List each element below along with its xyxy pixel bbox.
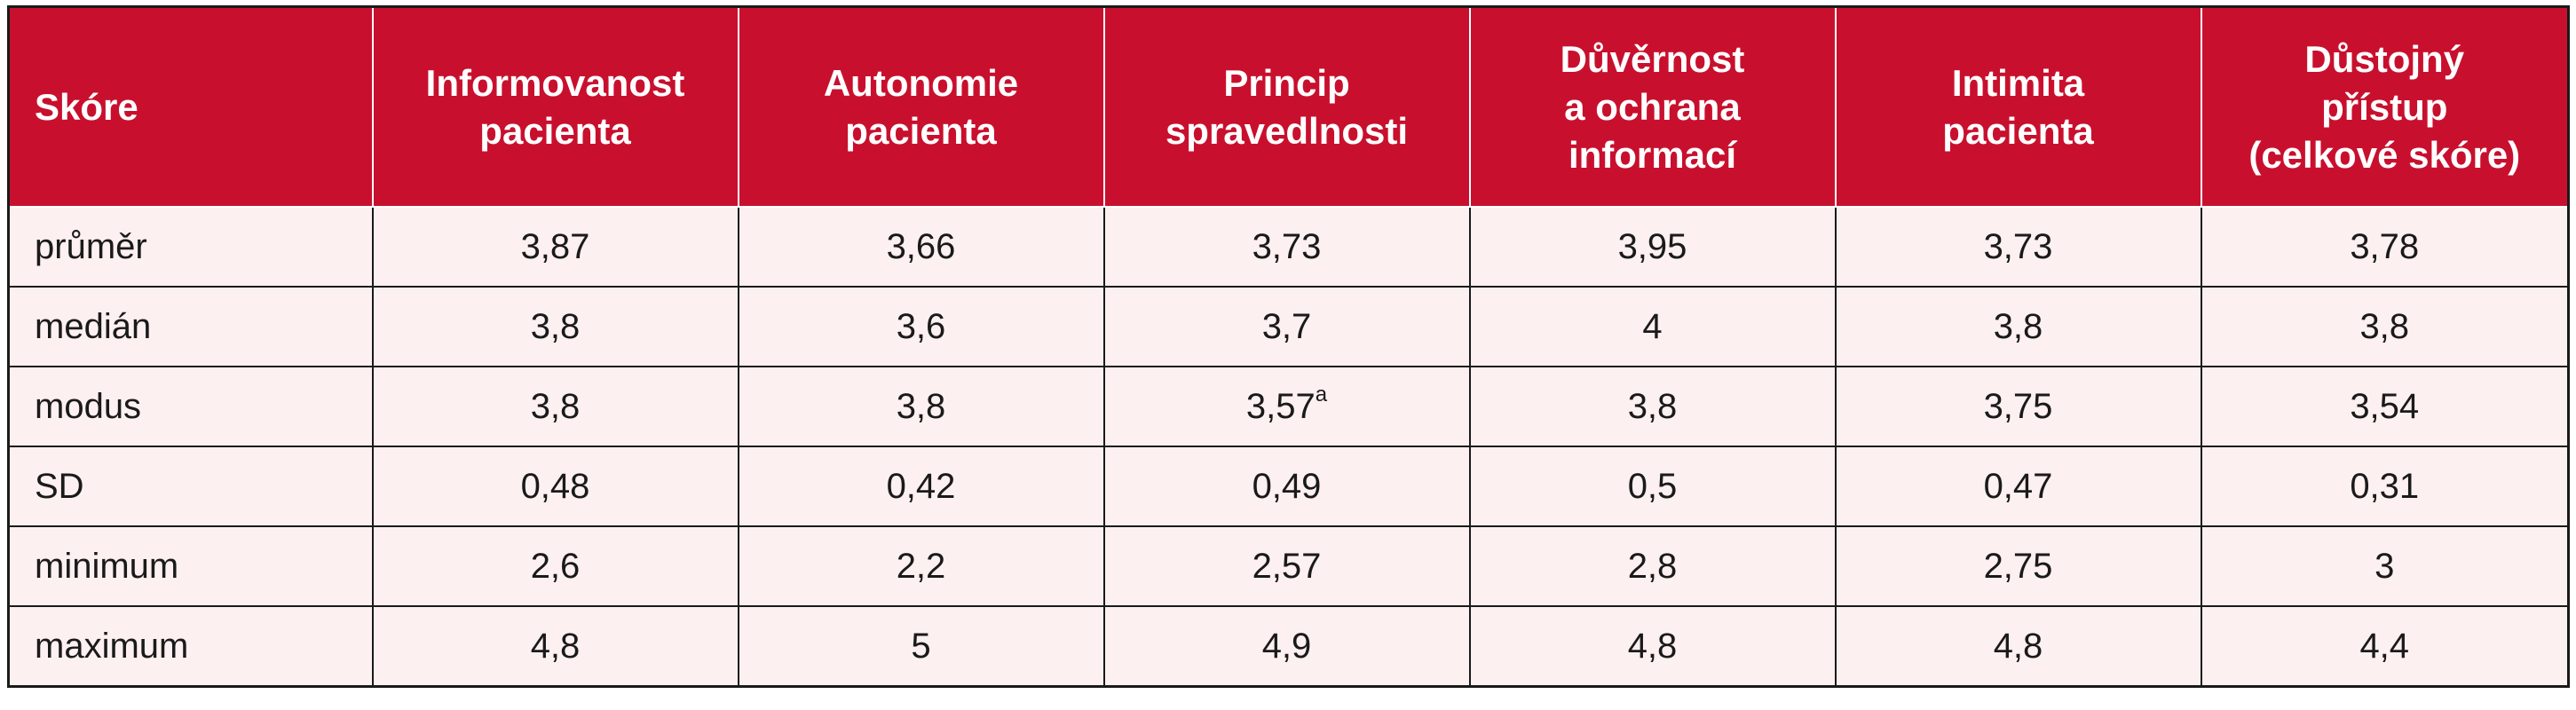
table-row: maximum 4,8 5 4,9 4,8 4,8 4,4: [7, 605, 2570, 688]
header-line: Intimita: [1951, 61, 2085, 104]
table-cell: 2,75: [1834, 525, 2202, 607]
header-score: Skóre: [7, 5, 374, 208]
header-line: přístup: [2321, 85, 2448, 128]
table-cell: 2,8: [1468, 525, 1837, 607]
table-cell: 3: [2200, 525, 2570, 607]
header-line: Důstojný: [2304, 37, 2465, 80]
table-cell: 3,8: [1468, 366, 1837, 447]
table-cell: 3,8: [371, 366, 739, 447]
table-cell: 3,66: [737, 206, 1105, 288]
header-line: pacienta: [479, 109, 631, 152]
table-row: modus 3,8 3,8 3,57a 3,8 3,75 3,54: [7, 366, 2570, 447]
table-row: SD 0,48 0,42 0,49 0,5 0,47 0,31: [7, 446, 2570, 527]
table-cell: 3,8: [737, 366, 1105, 447]
footnote-mark: a: [1315, 383, 1328, 407]
table-cell: 4,4: [2200, 605, 2570, 688]
table-cell: 5: [737, 605, 1105, 688]
table-cell: 4,8: [1834, 605, 2202, 688]
table-cell: 0,5: [1468, 446, 1837, 527]
header-patient-information: Informovanost pacienta: [371, 5, 739, 208]
header-score-line: Skóre: [35, 85, 138, 128]
header-line: Princip: [1223, 61, 1350, 104]
table-row: průměr 3,87 3,66 3,73 3,95 3,73 3,78: [7, 206, 2570, 288]
header-line: informací: [1568, 133, 1737, 176]
table-cell: 3,57a: [1102, 366, 1471, 447]
table-cell: 3,8: [371, 286, 739, 367]
table-body: průměr 3,87 3,66 3,73 3,95 3,73 3,78 med…: [7, 206, 2570, 688]
header-line: a ochrana: [1564, 85, 1741, 128]
row-label: průměr: [7, 206, 374, 288]
table-cell: 3,87: [371, 206, 739, 288]
header-row: Skóre Informovanost pacienta Autonomie p…: [7, 5, 2570, 208]
table-row: medián 3,8 3,6 3,7 4 3,8 3,8: [7, 286, 2570, 367]
table-cell: 3,95: [1468, 206, 1837, 288]
header-confidentiality: Důvěrnost a ochrana informací: [1468, 5, 1837, 208]
table-cell: 4: [1468, 286, 1837, 367]
table-cell: 3,6: [737, 286, 1105, 367]
table-cell: 3,8: [2200, 286, 2570, 367]
row-label: SD: [7, 446, 374, 527]
table-cell: 0,48: [371, 446, 739, 527]
table-row: minimum 2,6 2,2 2,57 2,8 2,75 3: [7, 525, 2570, 607]
header-dignified-approach: Důstojný přístup (celkové skóre): [2200, 5, 2570, 208]
table-cell: 2,57: [1102, 525, 1471, 607]
dignity-scores-table: Skóre Informovanost pacienta Autonomie p…: [7, 5, 2570, 688]
row-label: maximum: [7, 605, 374, 688]
row-label: medián: [7, 286, 374, 367]
table-cell: 3,7: [1102, 286, 1471, 367]
table-cell: 4,8: [1468, 605, 1837, 688]
table-header: Skóre Informovanost pacienta Autonomie p…: [7, 5, 2570, 208]
header-patient-privacy: Intimita pacienta: [1834, 5, 2202, 208]
header-line: Informovanost: [425, 61, 685, 104]
cell-value: 3,57: [1245, 386, 1316, 426]
header-justice-principle: Princip spravedlnosti: [1102, 5, 1471, 208]
header-line: pacienta: [845, 109, 997, 152]
table-cell: 3,8: [1834, 286, 2202, 367]
header-line: spravedlnosti: [1165, 109, 1409, 152]
header-line: Autonomie: [823, 61, 1019, 104]
header-patient-autonomy: Autonomie pacienta: [737, 5, 1105, 208]
table-cell: 4,9: [1102, 605, 1471, 688]
table-cell: 2,2: [737, 525, 1105, 607]
table-cell: 0,49: [1102, 446, 1471, 527]
statistics-table-container: Skóre Informovanost pacienta Autonomie p…: [7, 5, 2570, 688]
table-cell: 2,6: [371, 525, 739, 607]
header-line: Důvěrnost: [1560, 37, 1745, 80]
table-cell: 4,8: [371, 605, 739, 688]
table-cell: 0,31: [2200, 446, 2570, 527]
table-cell: 3,73: [1834, 206, 2202, 288]
table-cell: 0,42: [737, 446, 1105, 527]
table-cell: 3,75: [1834, 366, 2202, 447]
table-cell: 3,54: [2200, 366, 2570, 447]
table-cell: 3,78: [2200, 206, 2570, 288]
header-line: pacienta: [1942, 109, 2094, 152]
row-label: modus: [7, 366, 374, 447]
header-line: (celkové skóre): [2248, 133, 2521, 176]
table-cell: 0,47: [1834, 446, 2202, 527]
row-label: minimum: [7, 525, 374, 607]
table-cell: 3,73: [1102, 206, 1471, 288]
